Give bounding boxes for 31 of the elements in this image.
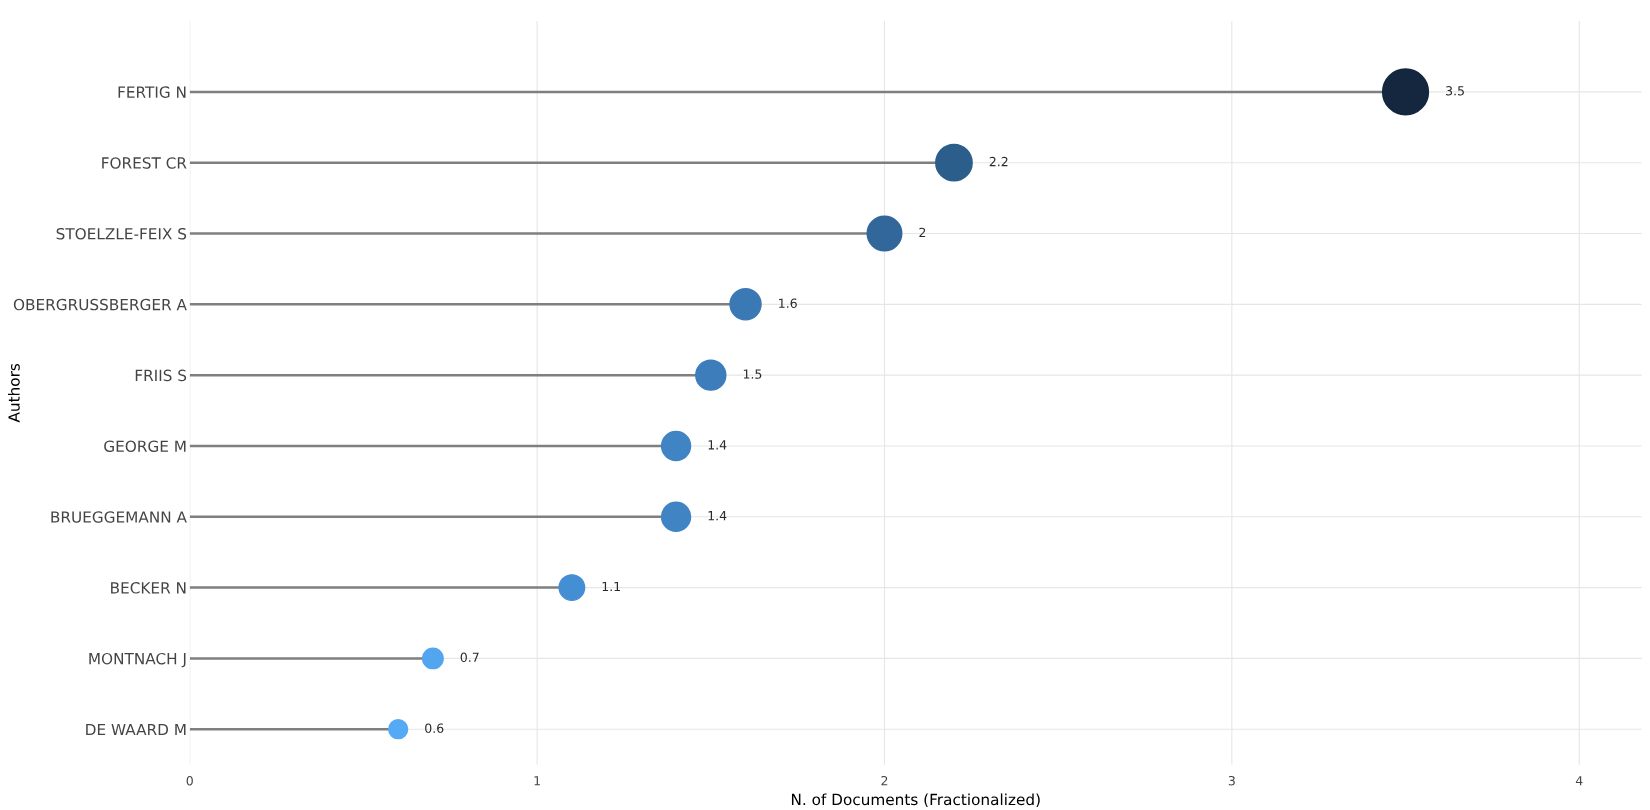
y-tick-label: BRUEGGEMANN A <box>51 511 187 523</box>
y-tick-label: STOELZLE-FEIX S <box>56 227 187 240</box>
y-tick-label: OBERGRUSSBERGER A <box>13 298 187 311</box>
y-tick-label: GEORGE M <box>104 440 186 452</box>
data-label: 3.5 <box>1446 86 1464 96</box>
point <box>660 430 692 462</box>
y-tick-label: FOREST CR <box>102 157 187 169</box>
x-axis-title: N. of Documents (Fractionalized) <box>791 793 1040 808</box>
data-label: 1.4 <box>708 440 727 450</box>
data-label: 0.7 <box>460 652 479 663</box>
point <box>695 359 727 391</box>
x-tick-label: 4 <box>1575 776 1583 786</box>
y-tick-label: DE WAARD M <box>86 723 186 736</box>
y-tick-label: FERTIG N <box>118 86 186 98</box>
y-tick-label: FRIIS S <box>135 369 187 382</box>
x-tick-label: 2 <box>881 775 888 786</box>
y-tick-label: BECKER N <box>111 582 186 594</box>
data-label: 1.5 <box>743 369 762 379</box>
data-label: 1.1 <box>602 581 621 592</box>
x-tick-label: 0 <box>186 775 193 786</box>
y-tick-label: MONTNACH J <box>89 652 186 668</box>
point <box>660 501 692 532</box>
data-label: 0.6 <box>425 723 444 733</box>
x-tick-label: 3 <box>1228 775 1235 786</box>
x-tick-label: 1 <box>534 776 540 786</box>
y-axis-title: Authors <box>7 363 20 423</box>
data-label: 2 <box>919 227 926 237</box>
data-label: 1.6 <box>779 298 797 308</box>
data-label: 1.4 <box>708 511 727 521</box>
point <box>729 288 762 321</box>
data-label: 2.2 <box>989 156 1008 167</box>
